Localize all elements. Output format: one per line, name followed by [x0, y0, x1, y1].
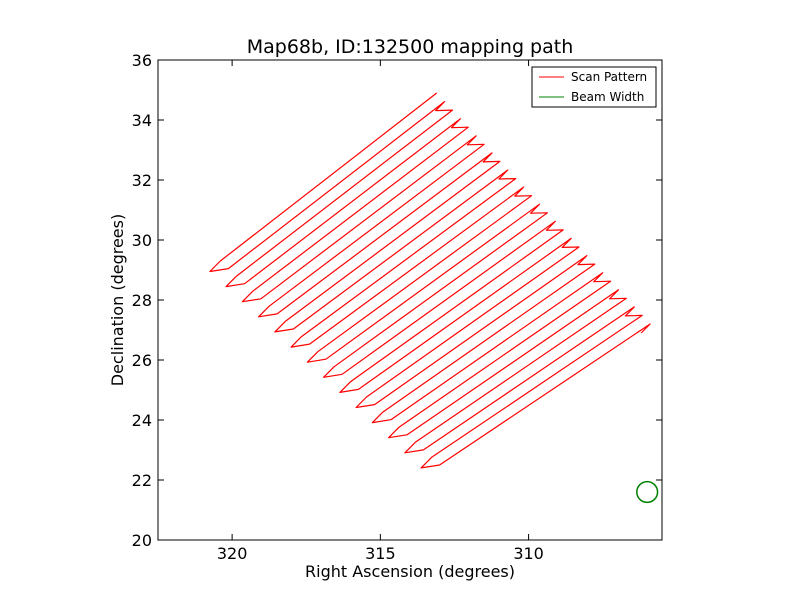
- y-tick-label: 24: [132, 411, 152, 430]
- legend-scan-label: Scan Pattern: [571, 70, 647, 84]
- y-tick-label: 32: [132, 171, 152, 190]
- x-tick-label: 310: [513, 544, 544, 563]
- legend-beam-label: Beam Width: [571, 90, 644, 104]
- legend-box: [531, 66, 657, 108]
- plot-background: [158, 60, 662, 540]
- y-tick-label: 28: [132, 291, 152, 310]
- x-axis-label: Right Ascension (degrees): [305, 562, 515, 581]
- y-tick-label: 22: [132, 471, 152, 490]
- plot-area: [157, 59, 663, 541]
- y-axis-label: Declination (degrees): [108, 214, 127, 386]
- y-tick-label: 26: [132, 351, 152, 370]
- x-tick-label: 320: [217, 544, 248, 563]
- scan-pattern-series: [209, 92, 651, 469]
- y-tick-label: 34: [132, 111, 152, 130]
- legend: Scan Pattern Beam Width: [531, 66, 657, 108]
- beam-width-circle: [636, 480, 659, 504]
- y-tick-label: 20: [132, 531, 152, 550]
- x-tick-label: 315: [365, 544, 396, 563]
- x-axis-ticks: 320 315 310: [217, 60, 544, 563]
- scan-pattern-line: [209, 92, 651, 469]
- y-tick-label: 30: [132, 231, 152, 250]
- chart-title: Map68b, ID:132500 mapping path: [247, 36, 574, 58]
- y-axis-ticks: 20 22 24 26 28 30 32 34 36: [132, 51, 662, 550]
- y-tick-label: 36: [132, 51, 152, 70]
